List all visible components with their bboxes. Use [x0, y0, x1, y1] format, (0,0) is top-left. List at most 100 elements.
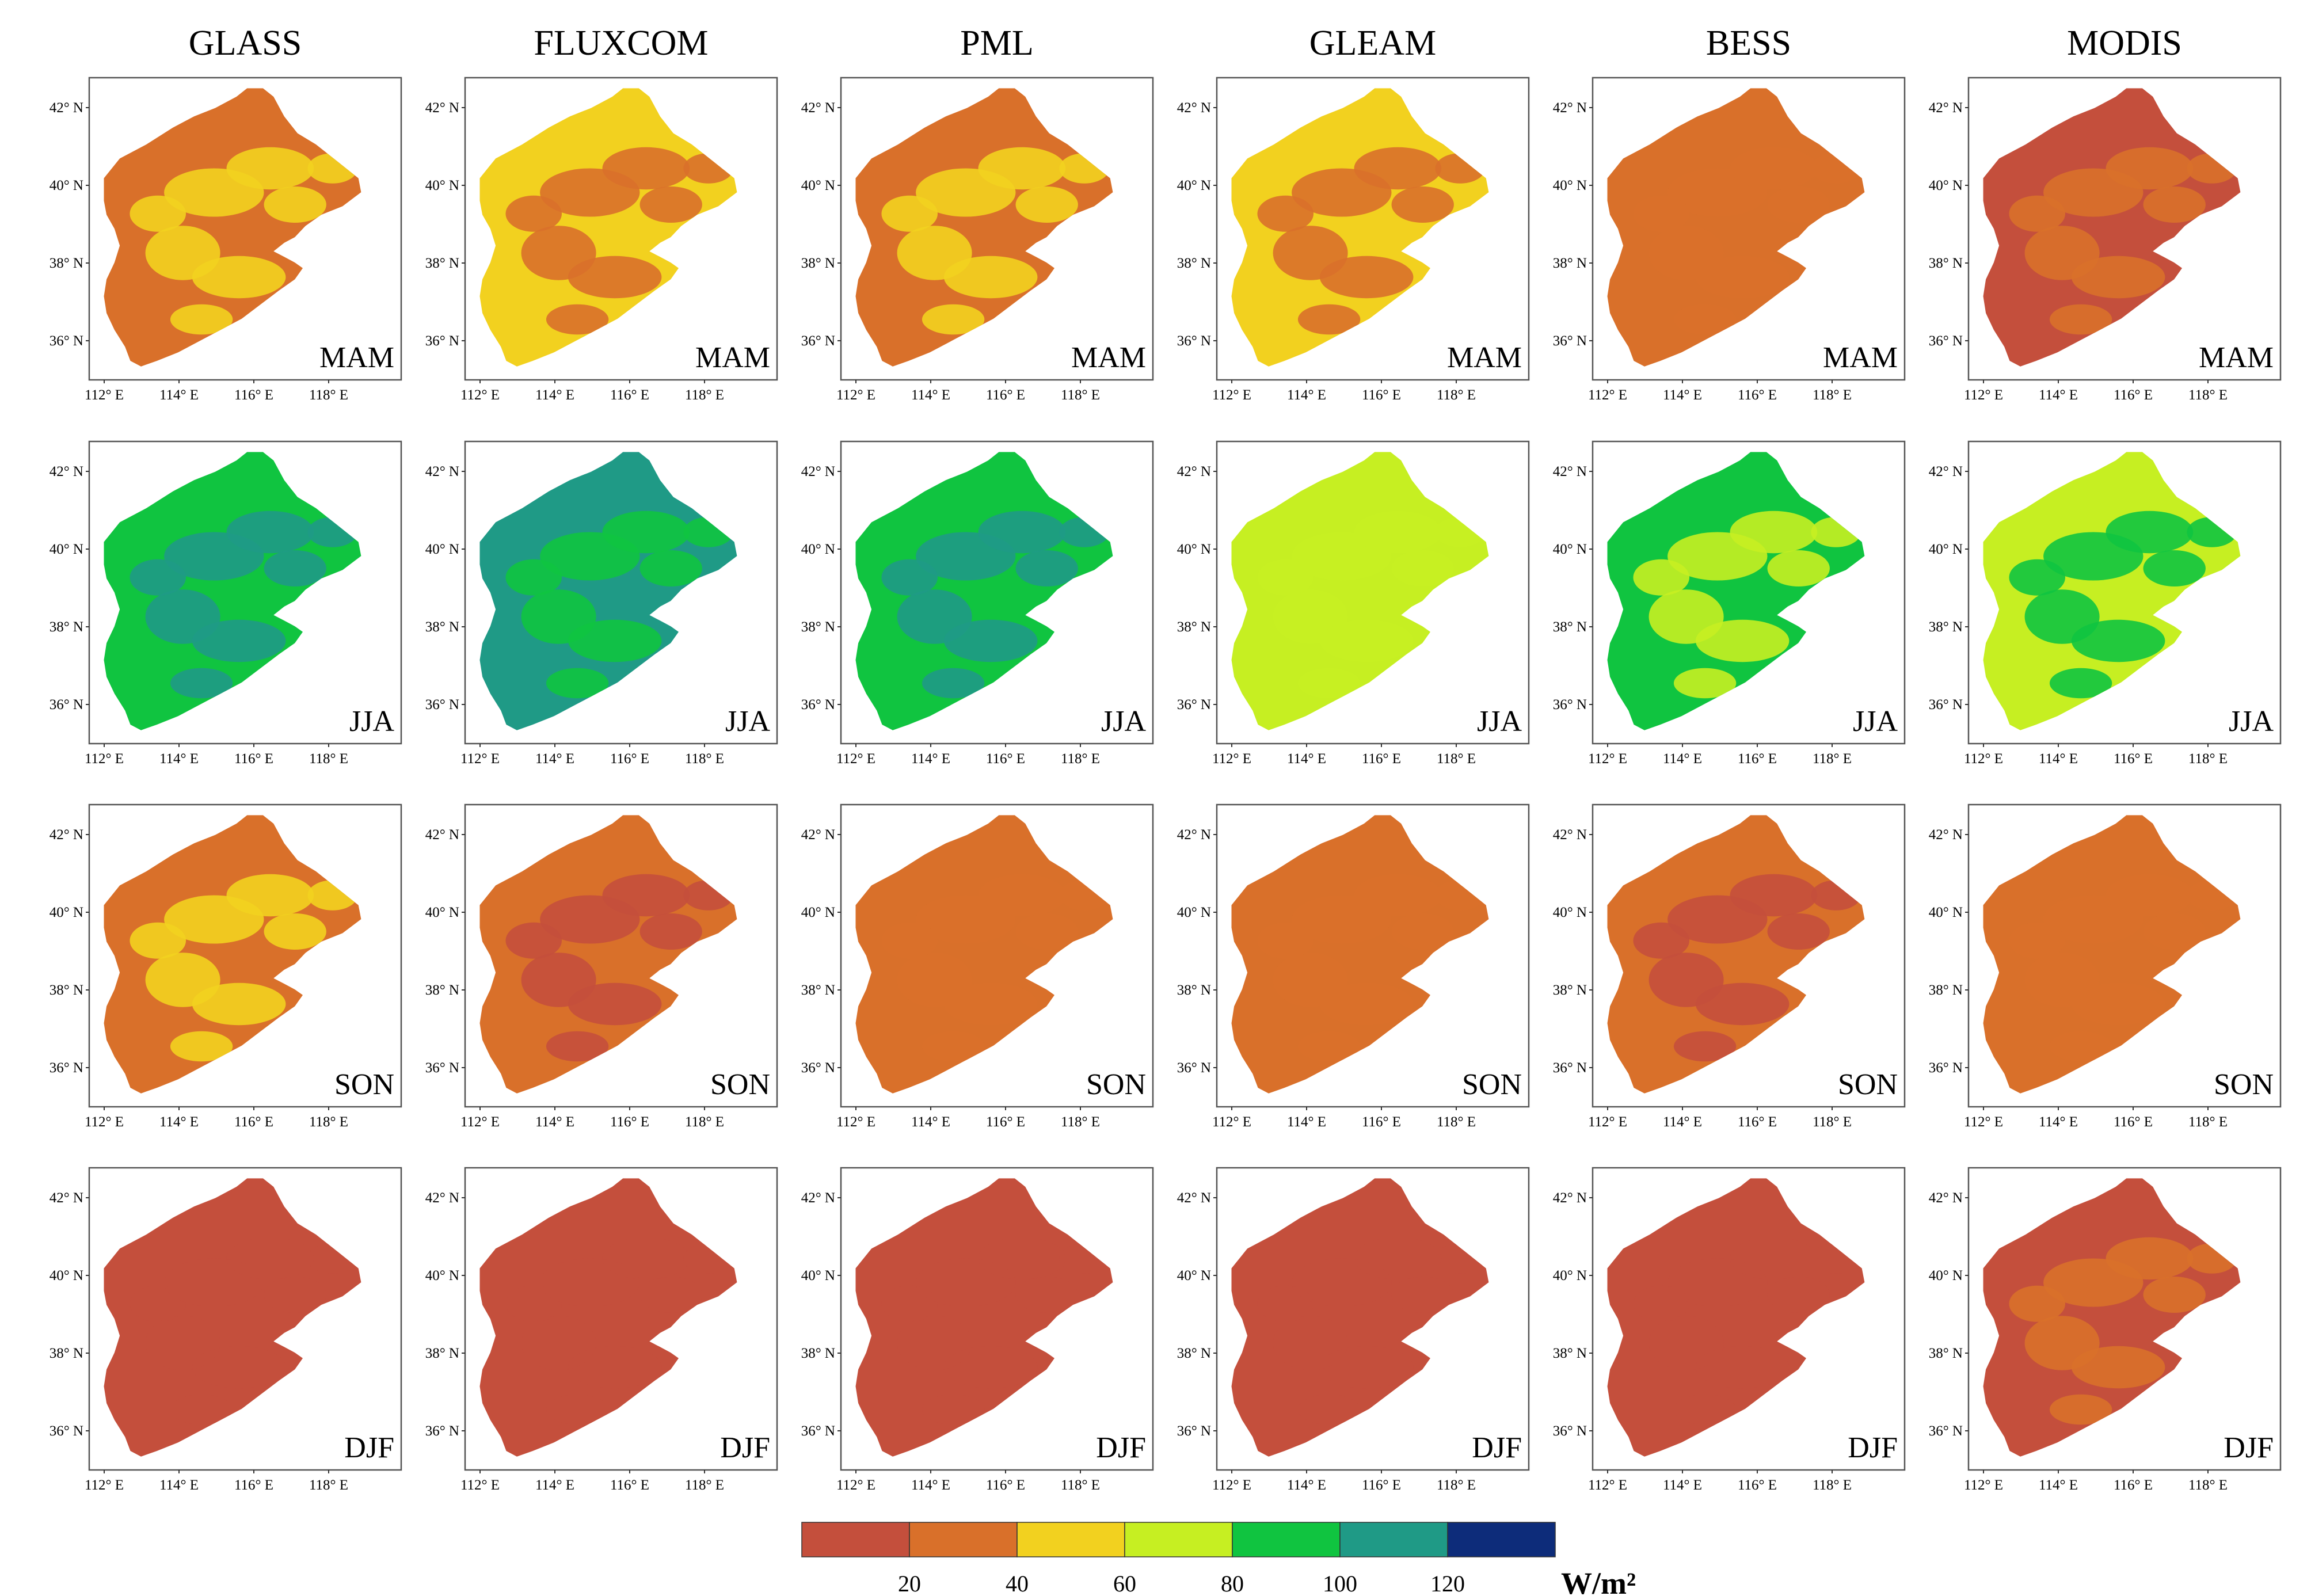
lon-tick-label: 112° E — [1588, 1477, 1627, 1493]
lon-tick-label: 118° E — [1813, 1114, 1852, 1130]
lat-tick-label: 38° N — [425, 256, 459, 271]
lat-tick-label: 38° N — [1177, 619, 1211, 635]
lat-tick-label: 36° N — [1929, 697, 1963, 713]
colorbar-legend: 20 40 60 80 100 120 W/m² — [801, 1522, 1636, 1596]
map-panel-fluxcom-jja: 42° N 40° N 38° N 36° N 112° E 114° E 116° E 11… — [425, 440, 778, 767]
region-pattern — [1633, 147, 1861, 335]
lat-tick-label: 40° N — [801, 178, 835, 193]
lat-tick-label: 42° N — [1553, 827, 1587, 843]
season-label: DJF — [1096, 1431, 1146, 1464]
map-panel-modis-djf: 42° N 40° N 38° N 36° N 112° E 114° E 116° E 11… — [1929, 1167, 2282, 1493]
column-title-glass: GLASS — [189, 24, 302, 63]
lat-tick-label: 36° N — [801, 1060, 835, 1076]
lat-tick-label: 36° N — [1553, 697, 1587, 713]
lon-tick-label: 112° E — [1212, 1477, 1251, 1493]
lat-tick-label: 42° N — [425, 1190, 459, 1206]
season-label: MAM — [319, 341, 394, 374]
lon-tick-label: 112° E — [1964, 1114, 2003, 1130]
lon-tick-label: 116° E — [610, 1114, 649, 1130]
lat-tick-label: 42° N — [1553, 464, 1587, 479]
season-label: SON — [710, 1068, 770, 1101]
lon-tick-label: 116° E — [234, 1477, 273, 1493]
lat-tick-label: 36° N — [801, 697, 835, 713]
lon-tick-label: 116° E — [1738, 1477, 1777, 1493]
region-pattern — [505, 511, 734, 699]
season-label: SON — [1838, 1068, 1898, 1101]
season-label: JJA — [1853, 705, 1898, 738]
lon-tick-label: 114° E — [535, 1477, 574, 1493]
map-panel-glass-son: 42° N 40° N 38° N 36° N 112° E 114° E 116° E 11… — [50, 803, 402, 1130]
lon-tick-label: 116° E — [610, 1477, 649, 1493]
lon-tick-label: 116° E — [2114, 1477, 2153, 1493]
lat-tick-label: 42° N — [1177, 1190, 1211, 1206]
lat-tick-label: 38° N — [50, 982, 83, 998]
lon-tick-label: 118° E — [1061, 387, 1100, 403]
lat-tick-label: 38° N — [1177, 256, 1211, 271]
season-label: DJF — [1848, 1431, 1898, 1464]
colorbar-segment — [1232, 1522, 1341, 1557]
season-label: DJF — [1472, 1431, 1522, 1464]
lat-tick-label: 38° N — [1553, 1346, 1587, 1361]
map-panel-fluxcom-mam: 42° N 40° N 38° N 36° N 112° E 114° E 116° E 11… — [425, 77, 778, 403]
lat-tick-label: 38° N — [50, 619, 83, 635]
lat-tick-label: 40° N — [1177, 1268, 1211, 1283]
lon-tick-label: 114° E — [159, 751, 199, 767]
lat-tick-label: 36° N — [1553, 333, 1587, 349]
lon-tick-label: 116° E — [1738, 751, 1777, 767]
lon-tick-label: 118° E — [2188, 1477, 2228, 1493]
map-panel-fluxcom-djf: 42° N 40° N 38° N 36° N 112° E 114° E 116° E 11… — [425, 1167, 778, 1493]
colorbar-segment — [1016, 1522, 1125, 1557]
lon-tick-label: 116° E — [986, 387, 1025, 403]
region-pattern — [1633, 874, 1861, 1062]
map-panel-glass-mam: 42° N 40° N 38° N 36° N 112° E 114° E 116° E 11… — [50, 77, 402, 403]
region-pattern — [2009, 511, 2237, 699]
lon-tick-label: 118° E — [2188, 1114, 2228, 1130]
colorbar-segment — [909, 1522, 1018, 1557]
region-pattern — [2009, 874, 2237, 1062]
lat-tick-label: 40° N — [801, 542, 835, 557]
lat-tick-label: 42° N — [50, 1190, 83, 1206]
column-title-gleam: GLEAM — [1309, 24, 1436, 63]
lon-tick-label: 114° E — [159, 1114, 199, 1130]
lon-tick-label: 118° E — [1813, 387, 1852, 403]
lat-tick-label: 36° N — [425, 1423, 459, 1439]
lon-tick-label: 114° E — [911, 751, 950, 767]
map-panel-gleam-son: 42° N 40° N 38° N 36° N 112° E 114° E 116° E 11… — [1177, 803, 1530, 1130]
season-label: JJA — [2229, 705, 2274, 738]
season-label: JJA — [725, 705, 770, 738]
region-pattern — [2009, 1237, 2237, 1425]
map-panel-bess-son: 42° N 40° N 38° N 36° N 112° E 114° E 116° E 11… — [1553, 803, 1906, 1130]
column-title-modis: MODIS — [2067, 24, 2182, 63]
region-pattern — [130, 147, 358, 335]
season-label: JJA — [1477, 705, 1522, 738]
lon-tick-label: 112° E — [1964, 1477, 2003, 1493]
colorbar-unit-label: W/m² — [1561, 1566, 1636, 1596]
lat-tick-label: 40° N — [801, 1268, 835, 1283]
lat-tick-label: 42° N — [425, 827, 459, 843]
lat-tick-label: 40° N — [1929, 178, 1963, 193]
region-pattern — [2009, 147, 2237, 335]
lat-tick-label: 36° N — [801, 333, 835, 349]
lon-tick-label: 118° E — [309, 387, 348, 403]
lat-tick-label: 42° N — [801, 100, 835, 116]
lat-tick-label: 36° N — [425, 1060, 459, 1076]
lon-tick-label: 114° E — [2039, 751, 2078, 767]
lon-tick-label: 118° E — [1437, 1477, 1476, 1493]
map-panel-pml-mam: 42° N 40° N 38° N 36° N 112° E 114° E 116° E 11… — [801, 77, 1154, 403]
lon-tick-label: 116° E — [1362, 751, 1401, 767]
colorbar-tick-label: 120 — [1430, 1571, 1465, 1596]
lat-tick-label: 40° N — [425, 178, 459, 193]
lon-tick-label: 118° E — [2188, 387, 2228, 403]
lon-tick-label: 114° E — [535, 751, 574, 767]
region-pattern — [881, 147, 1110, 335]
season-label: MAM — [695, 341, 770, 374]
lat-tick-label: 38° N — [425, 619, 459, 635]
lat-tick-label: 38° N — [1553, 256, 1587, 271]
lat-tick-label: 40° N — [1929, 542, 1963, 557]
colorbar-tick-label: 80 — [1221, 1571, 1244, 1596]
region-pattern — [505, 147, 734, 335]
lat-tick-label: 36° N — [425, 333, 459, 349]
lat-tick-label: 42° N — [1929, 827, 1963, 843]
lat-tick-label: 38° N — [50, 1346, 83, 1361]
lon-tick-label: 114° E — [1287, 387, 1326, 403]
